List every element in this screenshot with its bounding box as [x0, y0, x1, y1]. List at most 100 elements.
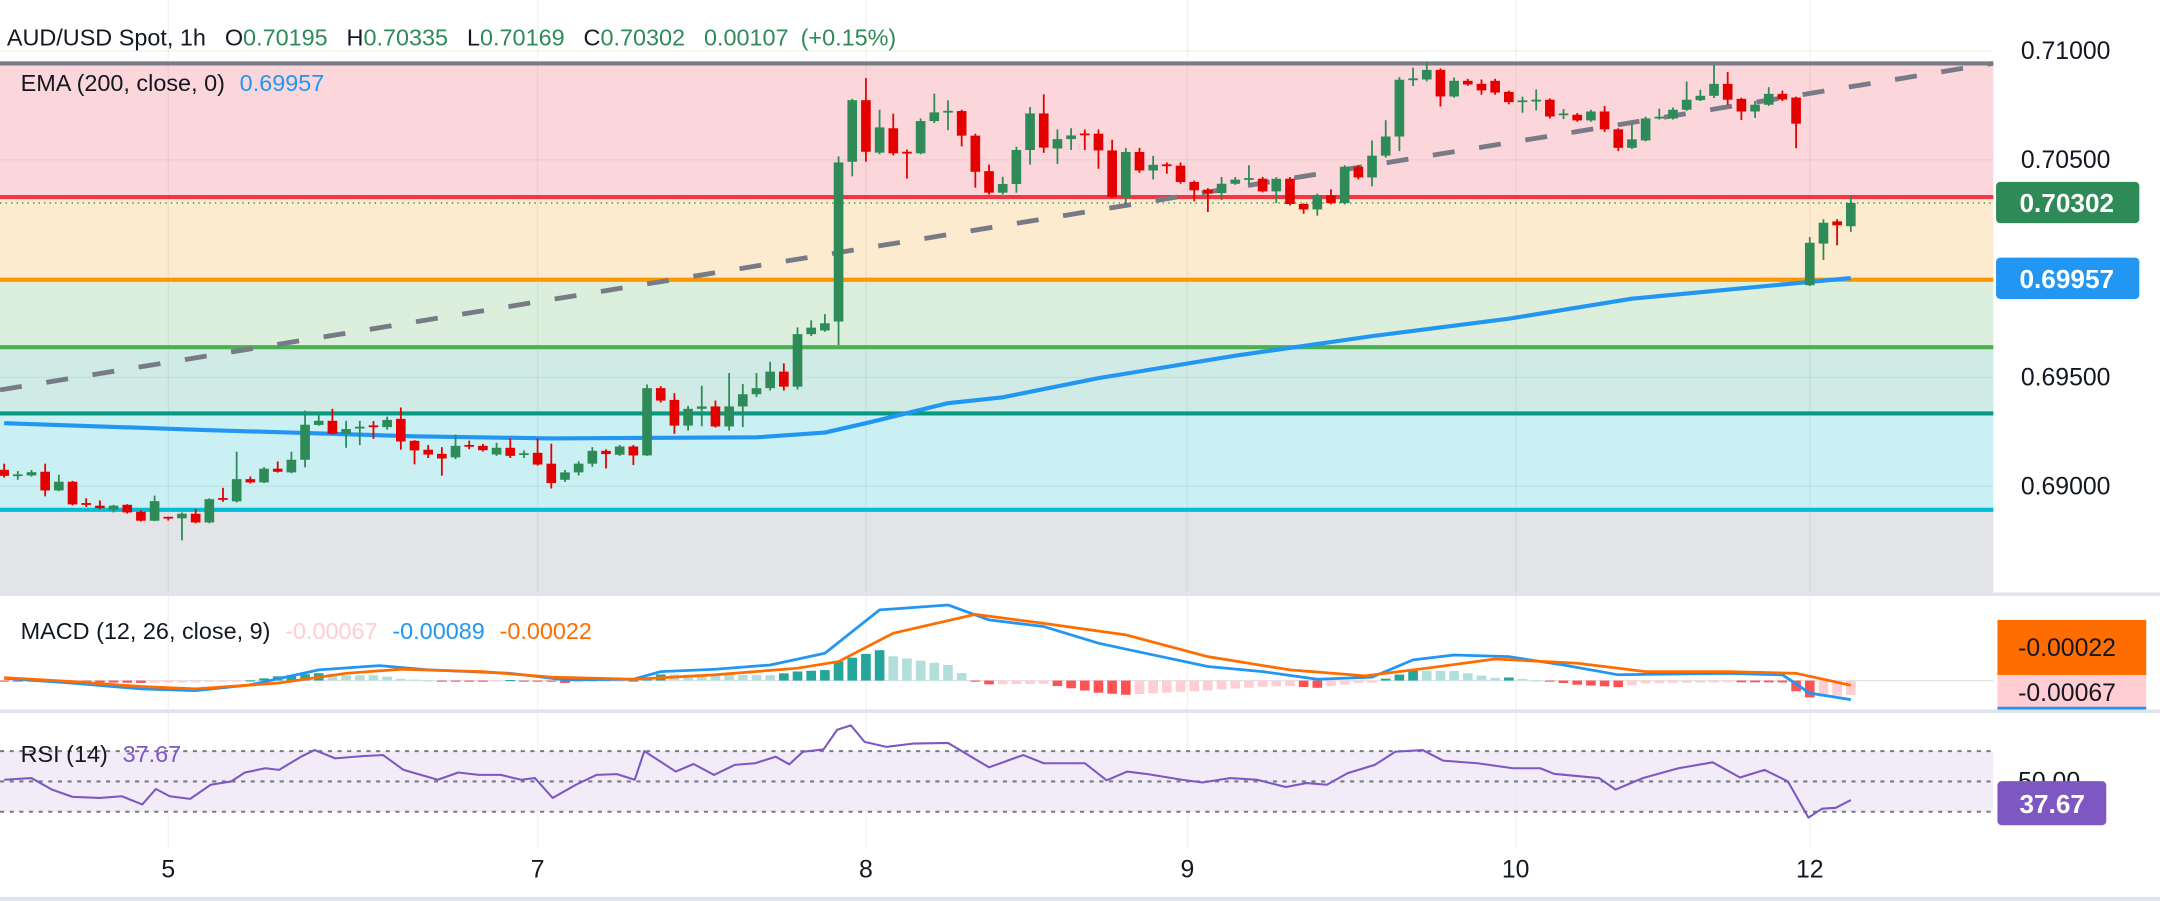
- candle: [1353, 165, 1364, 180]
- candle-body: [1189, 182, 1200, 191]
- rsi-line[interactable]: [4, 724, 1852, 819]
- candle-body: [1394, 79, 1405, 137]
- candle-body: [779, 371, 789, 387]
- candle-body: [1763, 93, 1774, 105]
- pane-separator-rsi[interactable]: [0, 709, 2160, 713]
- candle: [1312, 193, 1323, 216]
- candle: [1093, 129, 1104, 169]
- candle-body: [1285, 178, 1295, 204]
- price-axis[interactable]: 0.71000 0.70500 0.69500 0.69000 0.70302 …: [1994, 0, 2160, 593]
- macd-histogram-bar: [231, 680, 242, 682]
- candle: [1681, 81, 1692, 111]
- candle: [847, 98, 858, 177]
- macd-signal-line[interactable]: [4, 612, 1852, 691]
- candle-body: [341, 429, 351, 434]
- rsi-legend[interactable]: RSI (14) 37.67: [21, 741, 182, 767]
- candle: [861, 78, 871, 162]
- candle-body: [847, 100, 858, 162]
- candle-body: [1654, 116, 1665, 119]
- candle: [1613, 128, 1624, 152]
- level-bands: [0, 63, 1994, 593]
- low-value: 0.70169: [480, 24, 565, 50]
- candle-body: [1722, 83, 1733, 100]
- trendline-dashed[interactable]: [0, 61, 1994, 393]
- macd-signal-tag: -0.00022: [2018, 635, 2116, 662]
- macd-histogram-bar: [1681, 680, 1692, 683]
- rsi-axis[interactable]: 50.00 37.67: [1997, 768, 2107, 826]
- candle: [1654, 108, 1665, 120]
- macd-signal-tag-bg: [1997, 619, 2147, 676]
- candle-body: [1845, 202, 1856, 227]
- candle: [54, 474, 64, 492]
- candle: [1298, 203, 1309, 214]
- macd-histogram-bar: [1791, 680, 1801, 692]
- candle: [1832, 219, 1842, 246]
- macd-histogram-bar: [696, 674, 707, 681]
- ema-legend[interactable]: EMA (200, close, 0) 0.69957: [21, 70, 325, 96]
- candle-body: [286, 459, 297, 473]
- candle-body: [614, 446, 625, 455]
- candle-body: [724, 406, 734, 427]
- candle-body: [95, 505, 105, 509]
- macd-histogram-bar: [1627, 680, 1637, 686]
- candle-body: [765, 371, 775, 389]
- candle: [984, 164, 994, 195]
- candle: [1504, 90, 1514, 105]
- macd-histogram-bar: [1298, 680, 1309, 687]
- macd-histogram-bar: [1216, 680, 1227, 690]
- time-tick-label: 8: [859, 857, 873, 884]
- time-axis[interactable]: 5 7 8 9 10 12: [161, 857, 1823, 884]
- candle: [601, 449, 611, 469]
- ema-200-line[interactable]: [4, 275, 1852, 441]
- candle: [136, 510, 146, 522]
- candle-body: [1791, 97, 1801, 124]
- pane-separator-macd[interactable]: [0, 592, 2160, 596]
- macd-histogram-bar: [382, 676, 392, 681]
- candle: [1408, 67, 1418, 87]
- candle: [1107, 139, 1117, 198]
- candle-body: [382, 419, 392, 428]
- macd-histogram-bar: [341, 675, 351, 681]
- candle: [505, 438, 516, 459]
- candle: [1818, 219, 1829, 260]
- macd-histogram-bar: [245, 680, 256, 682]
- macd-histogram-bar: [1832, 680, 1842, 696]
- macd-histogram-value: -0.00067: [285, 618, 377, 644]
- candle: [1326, 189, 1336, 205]
- macd-histogram-bar: [354, 675, 365, 681]
- candle-body: [368, 425, 379, 428]
- candle-body: [601, 450, 611, 455]
- candle-body: [1326, 195, 1336, 204]
- candle-body: [956, 111, 967, 136]
- candle: [737, 384, 748, 428]
- symbol-legend[interactable]: AUD/USD Spot, 1h O0.70195 H0.70335 L0.70…: [7, 24, 896, 50]
- candle: [751, 373, 762, 398]
- macd-histogram-bar: [1011, 680, 1022, 685]
- candle-body: [1271, 178, 1282, 192]
- candle: [67, 480, 78, 506]
- candle-body: [108, 505, 119, 510]
- candle: [587, 447, 598, 467]
- candle: [915, 118, 926, 155]
- candle-body: [300, 424, 310, 460]
- macd-histogram-bar: [1818, 680, 1829, 697]
- bottom-border: [0, 896, 2160, 901]
- level-band: [0, 509, 1994, 593]
- candle: [341, 420, 351, 448]
- macd-legend[interactable]: MACD (12, 26, close, 9) -0.00067 -0.0008…: [21, 618, 592, 644]
- macd-histogram-bar: [833, 661, 844, 681]
- candle-body: [218, 498, 228, 500]
- candle-body: [409, 440, 420, 451]
- candle-body: [888, 128, 899, 154]
- candle: [382, 416, 392, 430]
- candle: [12, 471, 23, 480]
- candle-body: [628, 446, 639, 456]
- candle: [943, 100, 953, 131]
- macd-histogram-bar: [956, 673, 967, 681]
- macd-histogram-bar: [1408, 670, 1418, 681]
- candle: [642, 384, 652, 456]
- macd-line[interactable]: [4, 603, 1852, 701]
- macd-axis[interactable]: -0.00022 -0.00067: [1997, 619, 2147, 710]
- macd-histogram-bar: [792, 671, 803, 681]
